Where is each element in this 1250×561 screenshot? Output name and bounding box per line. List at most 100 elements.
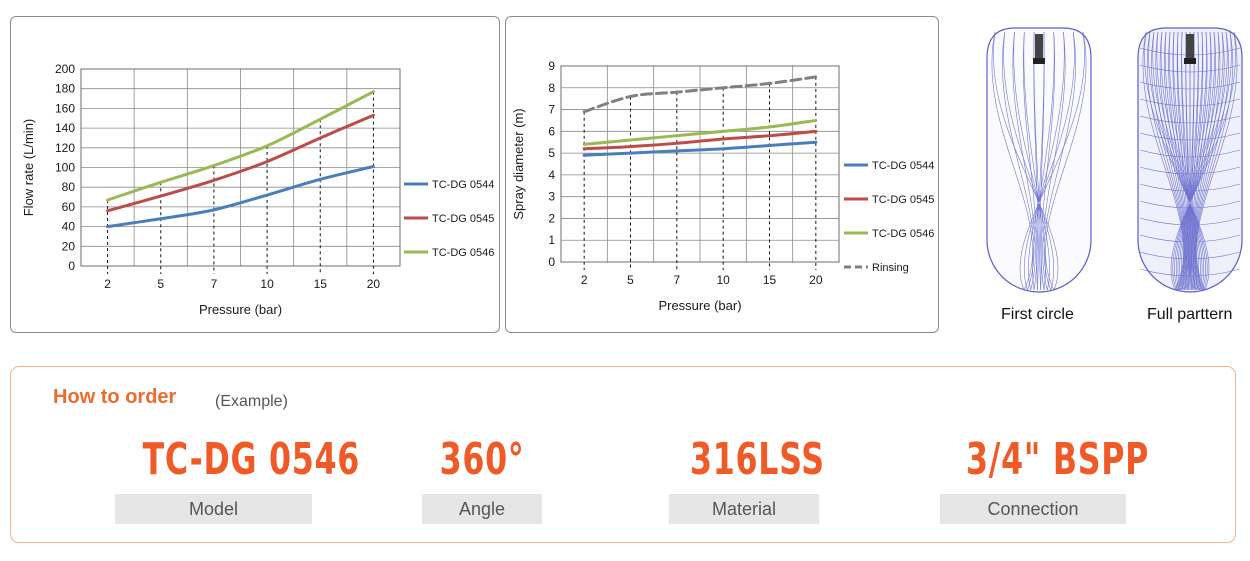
y-tick-label: 4	[548, 168, 555, 182]
model-label: Model	[115, 494, 312, 524]
pattern-line	[1139, 268, 1241, 277]
pattern-line	[1177, 31, 1220, 291]
pattern-line	[1196, 31, 1238, 291]
connection-label: Connection	[940, 494, 1126, 524]
how-to-order-subtitle: (Example)	[215, 393, 288, 410]
pattern-line	[1039, 31, 1045, 291]
pattern-line	[1028, 31, 1065, 291]
pattern-line	[1194, 31, 1229, 291]
y-tick-label: 8	[548, 81, 555, 95]
spray-diameter-chart: 0 1 2 3 4 5 6 7 8 9 2 5 7 10 15 20 TC-DG 0544 TC-DG 0545 T…	[511, 59, 934, 313]
y-tick-label: 120	[55, 141, 75, 155]
pattern-line	[1170, 31, 1236, 291]
pattern-line	[1139, 132, 1241, 141]
series-line	[582, 129, 818, 151]
connection-value: 3/4" BSPP	[966, 434, 1150, 485]
y-tick-label: 0	[548, 255, 555, 269]
nozzle-tip-icon	[1184, 58, 1196, 64]
pattern-line	[1002, 31, 1035, 291]
x-tick-label: 15	[314, 277, 328, 291]
how-to-order-title: How to order	[53, 386, 177, 408]
nozzle-icon	[1186, 34, 1194, 60]
y-tick-label: 6	[548, 124, 555, 138]
pattern-line	[1146, 31, 1185, 291]
pattern-line	[1192, 31, 1208, 291]
pattern-line	[1042, 31, 1066, 291]
y-tick-label: 180	[55, 82, 75, 96]
material-label: Material	[669, 494, 819, 524]
pattern-line	[1040, 31, 1056, 291]
pattern-line	[1169, 31, 1199, 291]
y-axis-title: Flow rate (L/min)	[21, 119, 36, 217]
pattern-line	[1139, 115, 1241, 124]
pattern-line	[1045, 31, 1087, 291]
y-tick-label: 0	[68, 259, 75, 273]
pattern-line	[1139, 183, 1241, 192]
legend-label: TC-DG 0546	[872, 228, 934, 240]
pattern-line	[1032, 31, 1055, 291]
material-value: 316LSS	[690, 434, 825, 485]
pattern-line	[1174, 31, 1228, 291]
pattern-line	[1190, 31, 1195, 291]
y-tick-label: 20	[62, 239, 76, 253]
series-line	[582, 118, 818, 146]
full-pattern-caption: Full parttern	[1147, 306, 1233, 323]
pattern-line	[1033, 31, 1042, 291]
pattern-line	[1152, 31, 1206, 291]
y-tick-label: 140	[55, 121, 75, 135]
legend-label: TC-DG 0545	[872, 194, 934, 206]
y-tick-label: 3	[548, 190, 555, 204]
series-line	[106, 113, 375, 213]
legend-label: TC-DG 0544	[872, 160, 934, 172]
legend-label: TC-DG 0544	[432, 179, 494, 191]
pattern-line	[1012, 31, 1036, 291]
full-pattern-image	[1137, 27, 1243, 293]
pattern-line	[1003, 31, 1055, 291]
pattern-line	[1139, 149, 1241, 158]
series-line	[106, 165, 375, 229]
y-tick-label: 7	[548, 103, 555, 117]
spray-diameter-chart-panel: 0 1 2 3 4 5 6 7 8 9 2 5 7 10 15 20 TC-DG 0544 TC-DG 0545 T…	[505, 16, 939, 333]
pattern-line	[1195, 31, 1234, 291]
pattern-line	[1193, 31, 1216, 291]
flow-rate-chart-panel: 0 20 40 60 80 100 120 140 160 180 200 2 5 7 10 15 20 TC-D…	[10, 16, 500, 333]
pattern-line	[1191, 31, 1204, 291]
legend-label: Rinsing	[872, 262, 909, 274]
x-tick-label: 2	[104, 277, 111, 291]
pattern-outline	[986, 27, 1092, 293]
plot-area	[80, 68, 401, 267]
first-circle-caption: First circle	[1001, 306, 1074, 323]
pattern-line	[1185, 31, 1193, 291]
pattern-line	[1139, 234, 1241, 243]
first-circle-pattern-image	[986, 27, 1092, 293]
pattern-line	[1164, 31, 1201, 291]
pattern-line	[1139, 217, 1241, 226]
x-tick-label: 15	[763, 273, 777, 287]
pattern-lines	[991, 31, 1087, 291]
pattern-line	[1144, 31, 1210, 291]
pattern-line	[1019, 31, 1085, 291]
x-tick-label: 5	[627, 273, 634, 287]
pattern-line	[1148, 31, 1208, 291]
flow-rate-chart: 0 20 40 60 80 100 120 140 160 180 200 2 5 7 10 15 20 TC-D…	[21, 62, 494, 317]
pattern-line	[1023, 31, 1046, 291]
pattern-line	[1023, 31, 1075, 291]
x-tick-label: 5	[157, 277, 164, 291]
x-axis-title: Pressure (bar)	[199, 302, 282, 317]
pattern-line	[1139, 200, 1241, 209]
pattern-line	[1193, 31, 1221, 291]
pattern-line	[1043, 31, 1076, 291]
pattern-line	[993, 31, 1059, 291]
x-tick-label: 7	[673, 273, 680, 287]
y-tick-label: 2	[548, 211, 555, 225]
y-tick-label: 160	[55, 101, 75, 115]
pattern-line	[1139, 64, 1241, 73]
y-tick-label: 200	[55, 62, 75, 76]
y-axis-title: Spray diameter (m)	[511, 108, 526, 219]
pattern-line	[1033, 31, 1039, 291]
legend-label: TC-DG 0545	[432, 213, 494, 225]
pattern-line	[1181, 31, 1211, 291]
pattern-line	[1159, 31, 1187, 291]
pattern-line	[1013, 31, 1050, 291]
pattern-line	[1184, 31, 1203, 291]
